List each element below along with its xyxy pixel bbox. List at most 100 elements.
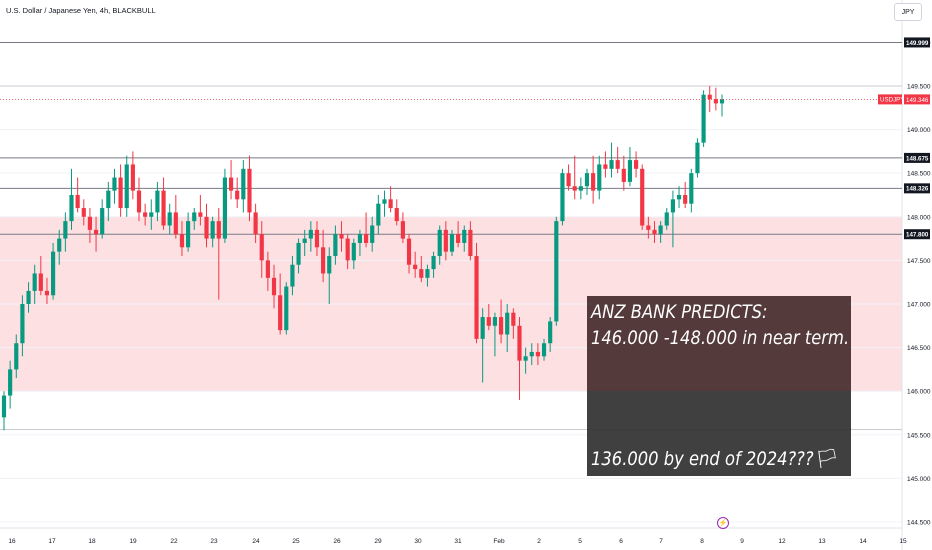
candle-body	[210, 221, 215, 239]
candle-body	[425, 269, 430, 278]
candle-body	[615, 160, 620, 169]
candle-body	[32, 273, 37, 291]
x-tick-label: 5	[578, 538, 582, 545]
candle-body	[474, 256, 479, 339]
candle-body	[173, 212, 178, 235]
current-price-label: 149.346	[906, 97, 929, 104]
y-tick-label: 144.500	[907, 520, 931, 527]
symbol-tag-label: USDJPY	[880, 97, 904, 104]
candle-body	[271, 277, 277, 296]
x-tick-label: 9	[740, 538, 744, 545]
annotation-line-2: 146.000 -148.000 in near term.	[591, 327, 850, 349]
candle-body	[695, 142, 700, 174]
candle-body	[597, 164, 602, 191]
candle-body	[302, 238, 307, 243]
y-tick-label: 149.000	[907, 127, 931, 134]
candle-body	[566, 173, 571, 187]
candle-body	[505, 312, 510, 335]
candle-body	[664, 212, 669, 226]
candle-body	[713, 99, 718, 104]
candle-body	[443, 229, 448, 252]
candle-body	[676, 194, 682, 200]
candle-body	[327, 256, 332, 274]
candle-body	[541, 343, 547, 357]
lightning-event-icon[interactable]: ⚡	[717, 517, 729, 529]
x-tick-label: 2	[537, 538, 541, 545]
level-price-label: 148.675	[906, 155, 929, 162]
x-tick-label: 30	[414, 538, 422, 545]
candle-body	[235, 190, 240, 200]
chart-title: U.S. Dollar / Japanese Yen, 4h, BLACKBUL…	[6, 6, 156, 15]
candle-body	[462, 229, 467, 243]
candle-body	[554, 221, 559, 322]
candle-body	[388, 199, 393, 209]
candle-body	[333, 234, 338, 257]
candle-body	[572, 186, 577, 191]
candle-body	[143, 212, 148, 217]
x-tick-label: 6	[619, 538, 623, 545]
candle-body	[382, 199, 387, 204]
candle-body	[87, 216, 93, 230]
candle-body	[290, 264, 295, 287]
candle-body	[339, 234, 344, 239]
candle-body	[707, 94, 712, 100]
x-tick-label: 18	[88, 538, 96, 545]
candle-body	[683, 194, 688, 204]
annotation-box-bottom: 136.000 by end of 2024??? 🏳	[587, 391, 851, 476]
y-tick-label: 147.500	[907, 258, 931, 265]
candle-body	[259, 234, 264, 261]
x-tick-label: 15	[899, 538, 907, 545]
candle-body	[357, 234, 363, 243]
candle-body	[633, 160, 639, 169]
candle-body	[204, 216, 209, 239]
x-tick-label: 16	[8, 538, 16, 545]
candle-body	[69, 194, 74, 222]
x-tick-label: 19	[129, 538, 137, 545]
y-tick-label: 147.000	[907, 301, 931, 308]
candle-body	[296, 242, 301, 265]
candle-body	[591, 173, 596, 191]
candle-body	[658, 225, 663, 235]
candle-body	[44, 290, 50, 296]
candle-body	[652, 229, 657, 235]
candle-body	[646, 225, 651, 230]
candle-body	[640, 168, 645, 226]
y-tick-label: 146.500	[907, 345, 931, 352]
candle-body	[81, 208, 86, 217]
candle-body	[578, 186, 583, 191]
candle-body	[437, 229, 442, 257]
candle-body	[431, 256, 436, 270]
candle-body	[241, 168, 246, 200]
candle-body	[222, 177, 228, 239]
candle-body	[106, 190, 111, 209]
candle-body	[419, 269, 424, 278]
x-tick-label: 25	[292, 538, 300, 545]
candle-body	[511, 312, 516, 326]
currency-button[interactable]: JPY	[894, 3, 922, 21]
candle-body	[486, 317, 491, 326]
candle-body	[93, 229, 99, 235]
x-tick-label: 13	[818, 538, 826, 545]
candle-body	[370, 225, 375, 243]
x-tick-label: 23	[210, 538, 218, 545]
level-price-tag	[904, 152, 930, 163]
annotation-box-top: ANZ BANK PREDICTS: 146.000 -148.000 in n…	[587, 296, 851, 391]
candle-body	[308, 229, 313, 239]
y-tick-label: 145.000	[907, 476, 931, 483]
candle-body	[449, 234, 455, 252]
x-tick-label: 12	[778, 538, 786, 545]
candle-body	[179, 234, 185, 248]
candle-body	[136, 190, 142, 213]
candle-body	[498, 317, 504, 335]
candle-body	[278, 295, 283, 331]
candle-body	[603, 164, 608, 169]
candle-body	[247, 168, 252, 213]
candle-body	[284, 286, 289, 331]
candle-body	[192, 212, 197, 222]
candle-body	[400, 221, 405, 239]
candle-body	[351, 242, 356, 261]
candle-body	[8, 369, 13, 396]
candle-body	[492, 317, 498, 326]
candle-body	[118, 177, 123, 209]
candle-body	[26, 290, 31, 304]
